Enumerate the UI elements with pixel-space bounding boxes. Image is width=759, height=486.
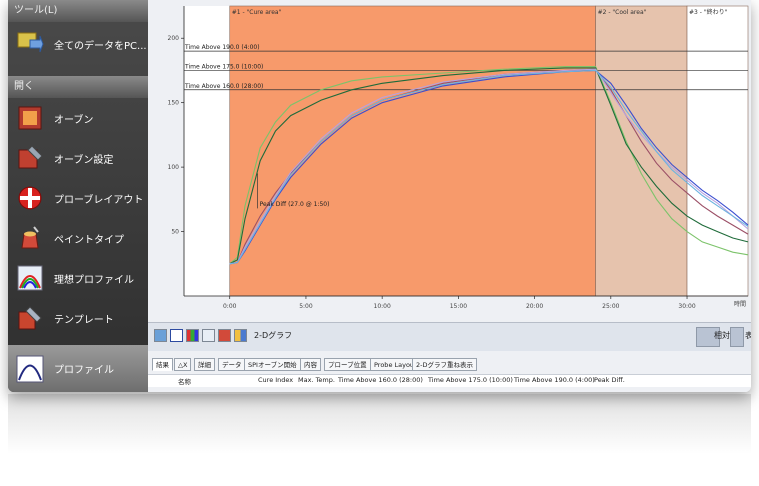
sidebar: ツール(L) 全てのデータをPC... 開く オーブン オーブン設定 [8, 0, 148, 392]
series-line [229, 66, 749, 265]
sidebar-item-label: 全てのデータをPC... [54, 40, 147, 52]
series-line [229, 67, 749, 265]
line-graph-icon[interactable] [170, 329, 183, 342]
column-header[interactable]: Peak Diff. [594, 376, 625, 384]
column-header[interactable]: Time Above 175.0 (10:00) [428, 376, 513, 384]
x-tick-label: 15:00 [450, 303, 467, 310]
template-icon [18, 306, 42, 330]
x-tick-label: 10:00 [374, 303, 391, 310]
relative-label: 相対 [714, 331, 730, 340]
threshold-label: Time Above 190.0 (4:00) [184, 44, 260, 51]
zone-band [595, 5, 688, 297]
zone-label: #3 - "終わり" [689, 8, 728, 16]
threshold-label: Time Above 160.0 (28:00) [184, 83, 263, 90]
chart-type-icon[interactable] [154, 329, 167, 342]
probe-layout-icon [18, 186, 42, 210]
graph-toolbar: 2-Dグラフ 相対 表 [148, 322, 751, 351]
download-arrow-icon [17, 32, 44, 53]
paint-type-icon [21, 226, 39, 249]
bar-graph-icon[interactable] [186, 329, 199, 342]
main-panel: #1 - "Cure area" #2 - "Cool area" #3 - "終わ… [148, 0, 751, 392]
y-tick-label: 150 [168, 100, 180, 107]
profile-icon [16, 355, 44, 382]
series-line [229, 69, 749, 265]
zone-band [229, 5, 596, 297]
column-header[interactable]: Time Above 160.0 (28:00) [338, 376, 423, 384]
temperature-profile-chart: #1 - "Cure area" #2 - "Cool area" #3 - "終わ… [168, 5, 749, 310]
sidebar-item-label: オーブン設定 [54, 154, 114, 166]
oven-settings-icon [18, 145, 43, 169]
x-tick-label: 20:00 [526, 303, 543, 310]
sidebar-item-probe-layout[interactable]: プローブレイアウト [8, 178, 148, 218]
sidebar-item-oven-settings[interactable]: オーブン設定 [8, 138, 148, 178]
x-tick-label: 30:00 [678, 303, 695, 310]
x-tick-label: 5:00 [299, 303, 313, 310]
x-tick-label: 0:00 [223, 303, 237, 310]
x-tick-label: 25:00 [602, 303, 619, 310]
sidebar-top-header[interactable]: ツール(L) [8, 0, 148, 22]
tab-contents[interactable]: 内容 [300, 358, 321, 371]
window-reflection [8, 394, 751, 454]
sidebar-item-label: テンプレート [54, 314, 114, 326]
sidebar-item-all-data[interactable]: 全てのデータをPC... [8, 24, 148, 64]
y-tick-label: 200 [168, 35, 180, 42]
sidebar-item-label: オーブン [54, 114, 94, 126]
x-axis-label: 時間 [734, 300, 746, 308]
column-header[interactable]: 名称 [178, 378, 191, 386]
sidebar-item-paint-type[interactable]: ペイントタイプ [8, 218, 148, 258]
tab-details[interactable]: 詳細 [194, 358, 215, 371]
sidebar-item-label: プローブレイアウト [54, 194, 144, 206]
sidebar-item-template[interactable]: テンプレート [8, 298, 148, 338]
tab-data[interactable]: データ [218, 358, 246, 371]
peak-diff-annotation: Peak Diff (27.0 @ 1:50) [260, 201, 330, 208]
result-tabs: 結果 △X 詳細 データ SPIオーブン開始 内容 プローブ位置 Probe L… [148, 358, 751, 372]
sidebar-item-label: 理想プロファイル [54, 274, 134, 286]
threshold-label: Time Above 175.0 (10:00) [184, 63, 263, 70]
tab-results[interactable]: 結果 [152, 358, 173, 371]
sidebar-item-label: ペイントタイプ [54, 234, 124, 246]
column-header[interactable]: Max. Temp. [298, 376, 335, 384]
tab-2d-graph-overlay[interactable]: 2-Dグラフ重ね表示 [412, 358, 477, 371]
zone-label: #1 - "Cure area" [232, 9, 282, 16]
ideal-profile-icon [17, 265, 43, 291]
sidebar-item-oven[interactable]: オーブン [8, 98, 148, 138]
column-header[interactable]: Time Above 190.0 (4:00) [514, 376, 595, 384]
tab-probe-position[interactable]: プローブ位置 [324, 358, 371, 371]
trend-icon[interactable] [202, 329, 215, 342]
sidebar-item-profile[interactable]: プロファイル [8, 345, 148, 392]
sidebar-item-ideal-profile[interactable]: 理想プロファイル [8, 258, 148, 298]
results-table-header: 名称 Cure Index Max. Temp. Time Above 160.… [148, 374, 751, 387]
export-icon[interactable] [218, 329, 231, 342]
series-line [229, 68, 749, 265]
settings-icon[interactable] [234, 329, 247, 342]
tab-delta-x[interactable]: △X [174, 358, 192, 371]
table-label: 表 [745, 331, 751, 340]
graph-mode-label: 2-Dグラフ [254, 331, 293, 340]
oven-icon [18, 106, 42, 130]
zone-label: #2 - "Cool area" [598, 9, 647, 16]
sidebar-item-label: プロファイル [54, 365, 114, 376]
column-header[interactable]: Cure Index [258, 376, 294, 384]
y-tick-label: 50 [171, 229, 179, 236]
relative-toggle[interactable] [696, 327, 720, 347]
app-window: ツール(L) 全てのデータをPC... 開く オーブン オーブン設定 [8, 0, 751, 392]
table-toggle[interactable] [730, 327, 744, 347]
sidebar-section-header: 開く [8, 76, 148, 98]
tab-probe-layout[interactable]: Probe Layout [370, 358, 421, 371]
tab-spi-oven-start[interactable]: SPIオーブン開始 [244, 358, 301, 371]
y-tick-label: 100 [168, 164, 180, 171]
zone-band [686, 5, 749, 297]
